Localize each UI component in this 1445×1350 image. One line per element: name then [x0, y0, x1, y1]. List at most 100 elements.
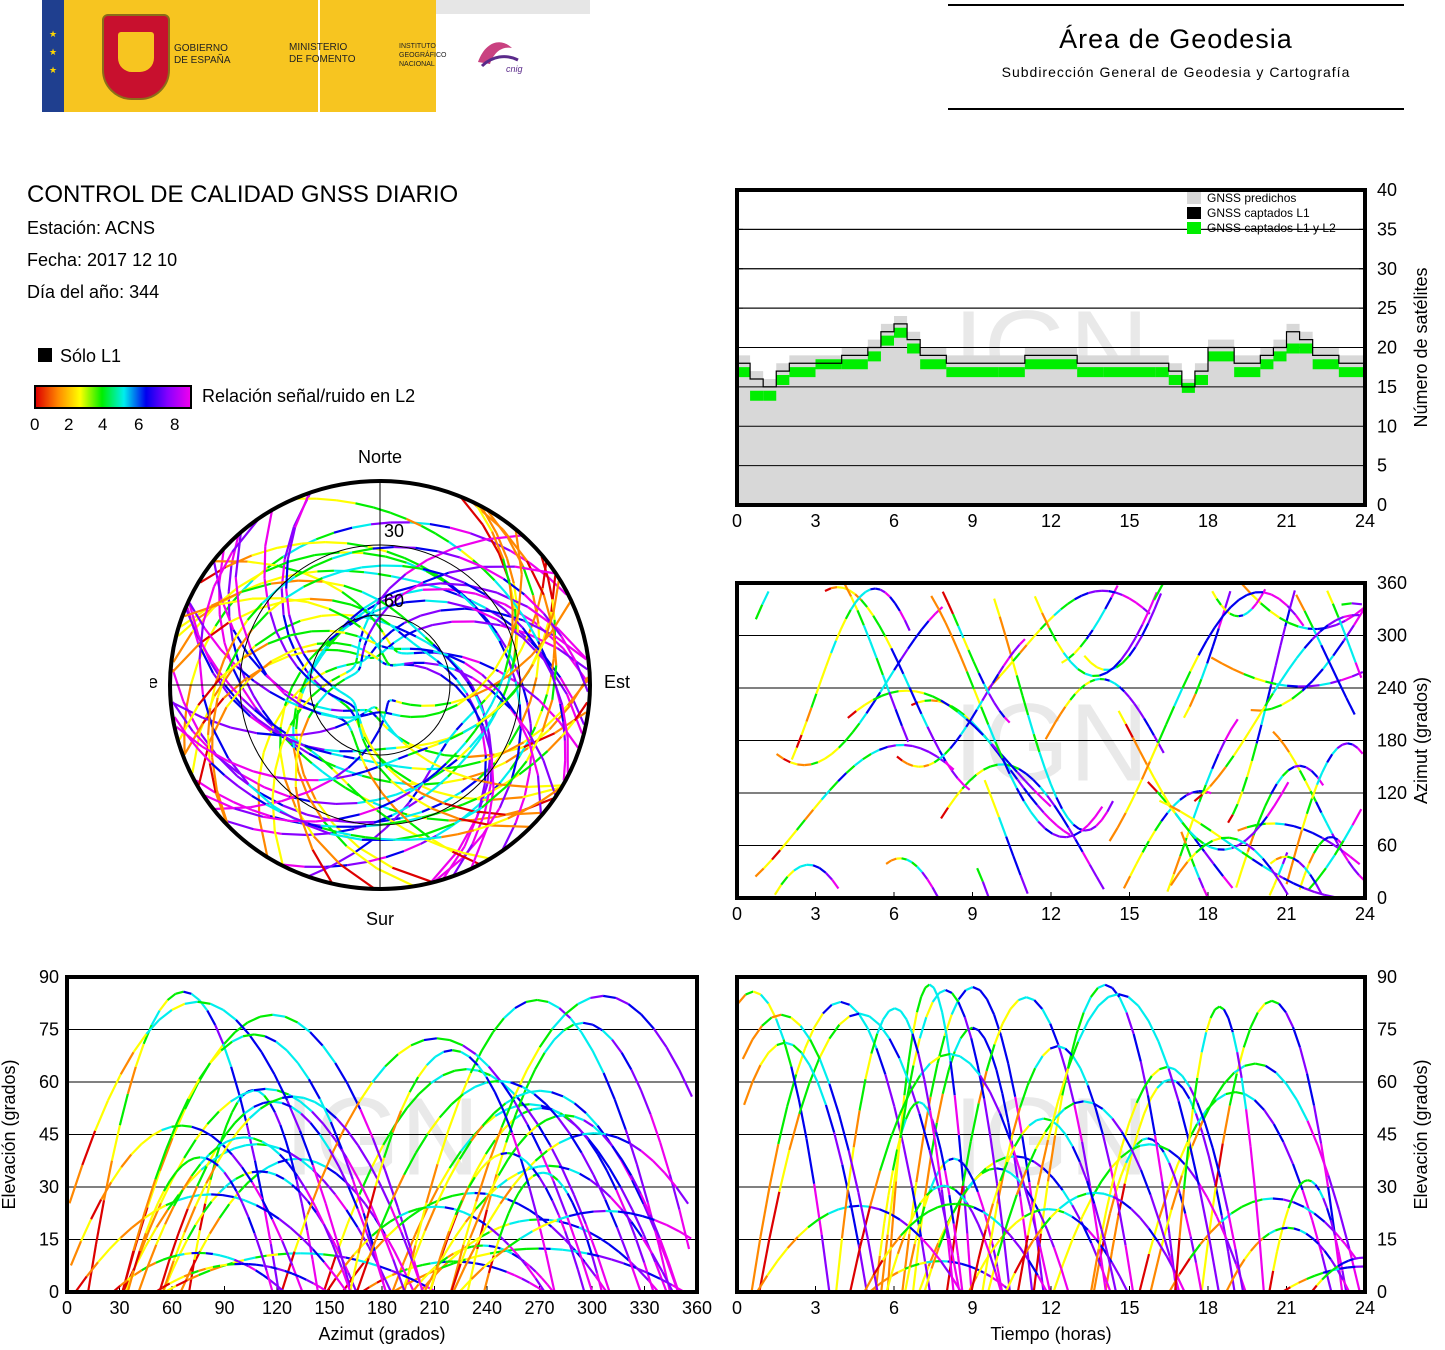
label-north: Norte: [358, 447, 402, 467]
sat-track: [499, 769, 512, 784]
elev-time-track: [1149, 1248, 1163, 1293]
elev-az-track: [477, 1252, 491, 1258]
sat-track: [388, 573, 407, 590]
elev-az-track: [552, 1180, 568, 1215]
elev-az-track: [287, 1157, 298, 1161]
elev-az-track: [253, 1033, 266, 1038]
az-track: [1053, 804, 1063, 817]
elev-time-track: [1207, 1187, 1217, 1237]
az-track: [800, 863, 807, 868]
elev-az-track: [222, 1008, 237, 1021]
az-track: [1210, 846, 1218, 851]
elev-az-track: [384, 1053, 399, 1068]
az-track: [1340, 675, 1353, 682]
sat-track: [487, 622, 501, 642]
elev-az-track: [652, 1159, 666, 1174]
az-track: [1221, 606, 1232, 618]
az-track: [1240, 730, 1251, 745]
sat-track: [316, 497, 337, 502]
sat-track: [435, 775, 449, 789]
elev-az-track: [217, 1140, 228, 1148]
az-track: [927, 612, 937, 622]
series-l1l2-step: [1260, 359, 1274, 370]
elev-time-track: [1165, 1255, 1177, 1274]
elev-time-track: [1068, 1033, 1078, 1062]
sat-track: [219, 648, 239, 668]
elev-time-track: [1041, 1008, 1052, 1025]
az-track: [1181, 822, 1191, 832]
elev-az-track: [198, 1062, 212, 1080]
sat-track: [336, 774, 353, 780]
az-track: [926, 726, 935, 740]
az-track: [920, 620, 930, 631]
elev-time-track: [1158, 1144, 1170, 1152]
elev-time-track: [923, 1268, 933, 1293]
elev-time-track: [908, 1243, 916, 1267]
elev-az-track: [423, 1037, 438, 1042]
elev-az-track: [565, 1214, 581, 1252]
sat-track: [501, 822, 517, 851]
az-track: [1298, 861, 1306, 869]
elev-time-track: [1234, 1249, 1245, 1293]
elev-az-track: [436, 1037, 451, 1042]
elev-az-track: [601, 1134, 614, 1147]
elev-az-track: [226, 1137, 237, 1143]
elev-time-track: [849, 1246, 862, 1293]
elev-az-track: [425, 1056, 437, 1067]
az-track: [1279, 668, 1290, 682]
elev-time-track: [1227, 1017, 1234, 1033]
sat-track: [237, 571, 265, 589]
elev-az-track: [534, 1277, 546, 1293]
elev-az-track: [384, 1170, 399, 1208]
az-track: [1295, 647, 1306, 660]
elev-az-track: [391, 1174, 406, 1201]
plot-frame: [735, 188, 1367, 507]
elev-time-track: [797, 1226, 809, 1238]
sat-track: [349, 708, 355, 715]
elev-az-track: [205, 1148, 218, 1167]
x-tick-label: 15: [1119, 904, 1139, 924]
elev-az-track: [352, 1261, 366, 1277]
az-track: [1237, 826, 1248, 832]
sat-track: [282, 614, 291, 638]
elev-az-track: [434, 1050, 445, 1058]
az-track: [1282, 877, 1295, 885]
az-track: [1260, 602, 1271, 612]
elev-az-track: [449, 1250, 461, 1262]
elev-time-track: [1076, 1192, 1087, 1198]
elev-time-track: [1038, 1246, 1052, 1293]
series-l1l2-step: [1168, 375, 1182, 385]
az-track: [1140, 761, 1151, 780]
sat-track: [277, 619, 301, 632]
sat-track: [409, 837, 426, 841]
elev-time-track: [876, 1019, 885, 1035]
elev-az-track: [458, 1140, 473, 1160]
az-track: [1033, 595, 1044, 614]
sat-track: [307, 648, 325, 653]
elev-time-track: [1038, 1212, 1048, 1230]
az-track: [1165, 705, 1176, 726]
elev-time-track: [864, 1053, 873, 1080]
elev-time-track: [1120, 1149, 1132, 1159]
az-track: [1074, 839, 1084, 853]
elev-time-track: [985, 1044, 996, 1072]
elev-az-track: [178, 1238, 189, 1256]
sat-track: [330, 708, 343, 712]
elev-az-track: [526, 1046, 541, 1071]
sat-track: [203, 627, 222, 651]
az-track: [836, 586, 844, 589]
az-track: [1115, 591, 1123, 597]
elev-time-track: [884, 1074, 896, 1107]
az-track: [1333, 840, 1345, 856]
elev-az-track: [206, 1009, 217, 1026]
elev-time-track: [840, 1189, 849, 1239]
sat-track: [325, 541, 348, 545]
az-track: [795, 819, 806, 831]
az-track: [1286, 605, 1297, 616]
elev-time-track: [1083, 1100, 1094, 1105]
elev-time-track: [1080, 1141, 1092, 1187]
elev-time-track: [908, 1211, 917, 1225]
sat-track: [271, 648, 296, 663]
elev-time-track: [929, 1055, 941, 1065]
